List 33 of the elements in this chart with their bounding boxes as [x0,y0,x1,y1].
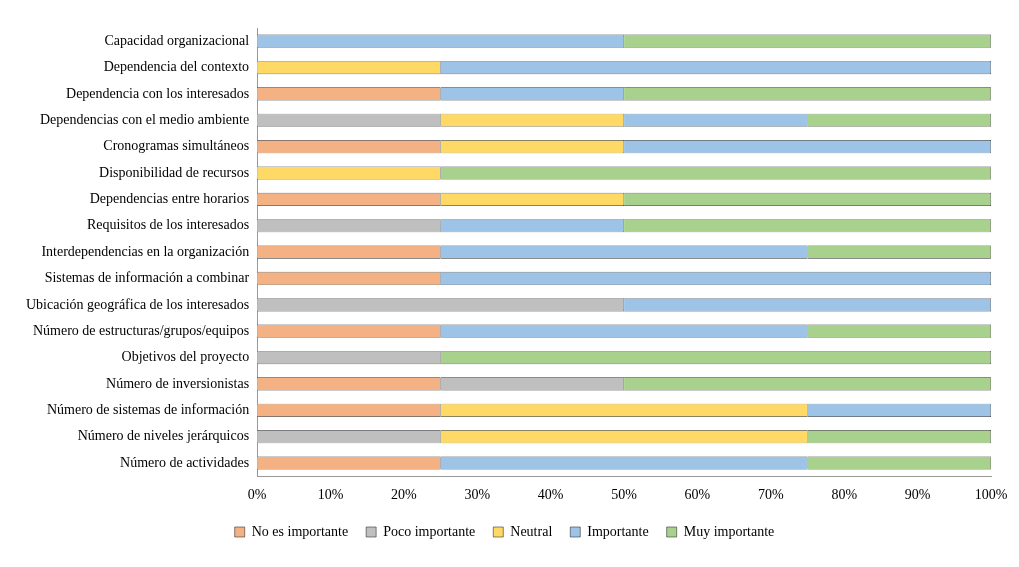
x-tick-label: 0% [247,487,267,503]
y-tick-label: Número de niveles jerárquicos [77,428,250,444]
y-tick-label: Interdependencias en la organización [41,243,250,259]
x-tick-label: 90% [904,487,931,503]
y-tick-label: Número de actividades [120,454,250,470]
x-tick-label: 20% [391,487,418,503]
x-tick-label: 50% [611,487,638,503]
x-tick-label: 100% [974,487,1008,503]
y-tick-label: Dependencia con los interesados [66,85,250,101]
y-tick-label: Dependencia del contexto [103,59,250,75]
x-tick-label: 10% [317,487,344,503]
x-tick-label: 40% [537,487,564,503]
y-tick-label: Dependencias entre horarios [89,191,250,207]
legend-label: Neutral [510,523,553,539]
x-tick-label: 60% [684,487,711,503]
legend-label: Poco importante [383,523,476,539]
legend-label: Muy importante [683,523,775,539]
y-tick-label: Disponibilidad de recursos [99,164,250,180]
y-tick-label: Capacidad organizacional [104,32,250,48]
y-tick-label: Requisitos de los interesados [86,217,250,233]
y-tick-label: Número de sistemas de información [46,401,250,417]
y-tick-label: Ubicación geográfica de los interesados [25,296,250,312]
x-tick-label: 70% [758,487,784,503]
x-tick-label: 30% [464,487,491,503]
x-tick-label: 80% [831,487,858,503]
y-tick-label: Dependencias con el medio ambiente [39,111,250,127]
y-tick-label: Número de inversionistas [106,375,250,391]
y-tick-label: Objetivos del proyecto [121,349,250,365]
y-tick-label: Sistemas de información a combinar [44,270,250,286]
legend-label: Importante [587,523,649,539]
y-tick-label: Cronogramas simultáneos [103,138,250,154]
legend-label: No es importante [251,523,349,539]
y-tick-label: Número de estructuras/grupos/equipos [32,322,250,338]
